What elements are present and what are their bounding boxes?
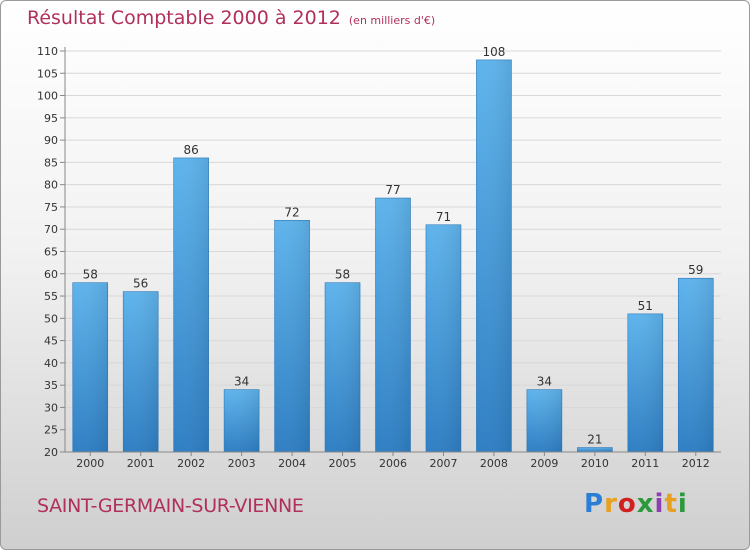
bar-shade: [425, 224, 461, 452]
title-text: Résultat Comptable 2000 à 2012: [27, 7, 341, 29]
bar-shade: [627, 313, 663, 452]
logo-letter: i: [677, 489, 688, 519]
bar-shade: [274, 220, 310, 452]
data-label: 58: [83, 268, 98, 282]
bar-shade: [224, 389, 260, 452]
data-label: 72: [284, 205, 299, 219]
y-tick-label: 100: [37, 90, 58, 103]
y-tick-label: 30: [44, 401, 58, 414]
x-tick-label: 2007: [429, 457, 457, 470]
x-tick-label: 2004: [278, 457, 306, 470]
data-label: 58: [335, 268, 350, 282]
y-tick-label: 75: [44, 201, 58, 214]
x-tick-label: 2012: [682, 457, 710, 470]
y-tick-label: 55: [44, 290, 58, 303]
data-label: 21: [587, 433, 602, 447]
bar-shade: [526, 389, 562, 452]
data-label: 34: [537, 375, 552, 389]
y-tick-label: 60: [44, 268, 58, 281]
x-tick-label: 2006: [379, 457, 407, 470]
x-tick-label: 2003: [228, 457, 256, 470]
bar-shade: [476, 59, 512, 453]
logo-letter: t: [664, 489, 678, 519]
bar-shade: [173, 157, 209, 452]
data-label: 34: [234, 375, 249, 389]
x-tick-label: 2005: [329, 457, 357, 470]
y-tick-label: 25: [44, 424, 58, 437]
bar-shade: [72, 282, 108, 452]
y-tick-label: 20: [44, 446, 58, 459]
bar-shade: [577, 447, 613, 452]
data-label: 56: [133, 277, 148, 291]
data-label: 77: [385, 183, 400, 197]
x-tick-label: 2002: [177, 457, 205, 470]
y-tick-label: 70: [44, 223, 58, 236]
y-tick-label: 85: [44, 156, 58, 169]
chart-subtitle: (en milliers d'€): [348, 14, 436, 27]
y-tick-label: 65: [44, 246, 58, 259]
logo-letter: P: [584, 489, 605, 519]
data-label: 108: [482, 45, 505, 59]
bar-shade: [375, 198, 411, 452]
x-tick-label: 2001: [127, 457, 155, 470]
y-tick-label: 45: [44, 335, 58, 348]
y-tick-label: 40: [44, 357, 58, 370]
x-tick-label: 2010: [581, 457, 609, 470]
x-tick-label: 2009: [530, 457, 558, 470]
y-tick-label: 110: [37, 45, 58, 58]
y-tick-label: 90: [44, 134, 58, 147]
x-tick-label: 2011: [631, 457, 659, 470]
bar-shade: [678, 278, 714, 452]
y-tick-label: 80: [44, 179, 58, 192]
proxiti-logo: Proxiti: [584, 489, 688, 519]
data-label: 51: [638, 299, 653, 313]
y-tick-label: 50: [44, 312, 58, 325]
data-label: 86: [184, 143, 199, 157]
x-tick-label: 2008: [480, 457, 508, 470]
y-tick-label: 105: [37, 67, 58, 80]
logo-letter: o: [617, 489, 637, 519]
bar-shade: [325, 282, 361, 452]
data-label: 71: [436, 210, 451, 224]
y-tick-label: 95: [44, 112, 58, 125]
logo-letter: i: [654, 489, 665, 519]
logo-letter: x: [636, 489, 655, 519]
y-tick-label: 35: [44, 379, 58, 392]
bar-shade: [123, 291, 159, 452]
city-name: SAINT-GERMAIN-SUR-VIENNE: [37, 495, 304, 517]
data-label: 59: [688, 263, 703, 277]
logo-letter: r: [604, 489, 618, 519]
chart-title: Résultat Comptable 2000 à 2012 (en millie…: [27, 7, 435, 29]
x-tick-label: 2000: [76, 457, 104, 470]
